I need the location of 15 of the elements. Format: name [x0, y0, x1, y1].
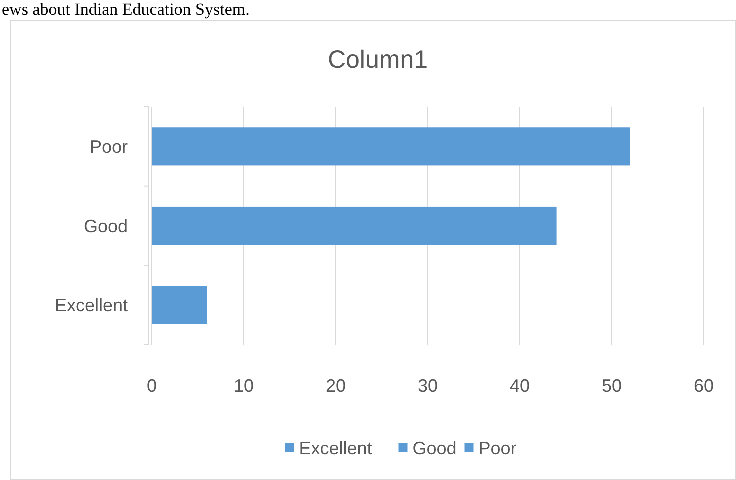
- x-tick-label: 30: [418, 376, 438, 396]
- x-tick-label: 50: [602, 376, 622, 396]
- x-tick-label: 0: [146, 376, 158, 396]
- x-tick-label: 10: [234, 376, 254, 396]
- x-tick-label: 20: [326, 376, 346, 396]
- x-tick-label: 40: [510, 376, 530, 396]
- y-tick-label: Excellent: [54, 296, 128, 316]
- legend-label: Good: [412, 438, 457, 458]
- legend-label: Excellent: [299, 438, 372, 458]
- text: ews about Indian Education System.: [2, 0, 250, 19]
- y-tick-label: Poor: [90, 136, 128, 157]
- legend-label: Poor: [478, 438, 517, 458]
- chart-title: Column1: [328, 46, 428, 74]
- x-tick-label: 60: [694, 376, 714, 396]
- y-tick-label: Good: [84, 216, 128, 236]
